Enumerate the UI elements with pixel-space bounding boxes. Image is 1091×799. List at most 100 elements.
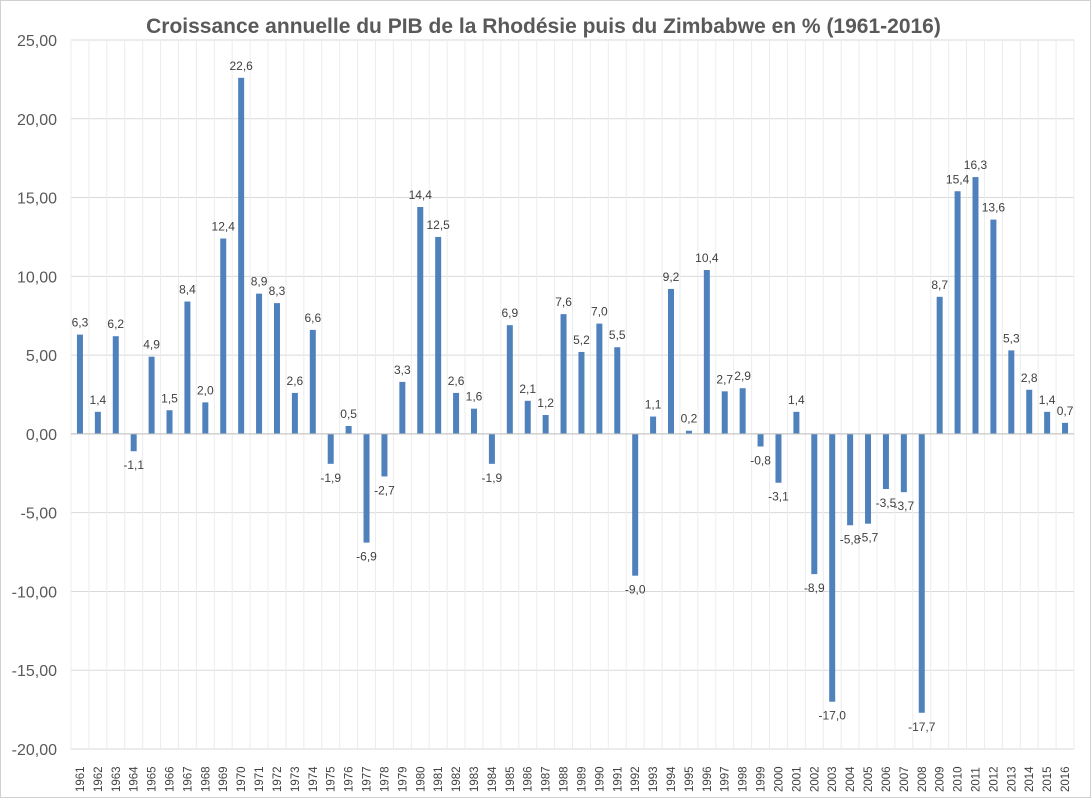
data-label: 6,9	[501, 306, 518, 320]
y-tick-label: 25,00	[17, 33, 57, 50]
data-label: 2,1	[519, 382, 536, 396]
data-label: 16,3	[964, 158, 988, 172]
x-tick-label: 1976	[344, 766, 356, 792]
bar	[220, 238, 227, 434]
data-label: 8,3	[269, 284, 286, 298]
bar	[614, 347, 621, 434]
data-label: -5,7	[858, 531, 879, 545]
bar	[865, 433, 872, 524]
data-label: 1,6	[466, 390, 483, 404]
x-tick-label: 1977	[362, 766, 374, 792]
x-tick-label: 1991	[612, 766, 624, 792]
x-tick-label: 1993	[648, 766, 660, 792]
bar	[470, 408, 477, 434]
x-tick-label: 2000	[773, 766, 785, 792]
data-label: 6,3	[72, 316, 89, 330]
bar	[488, 433, 495, 464]
x-tick-label: 2013	[1006, 766, 1018, 792]
x-tick-label: 2010	[953, 766, 965, 792]
bar	[721, 391, 728, 434]
data-label: 4,9	[143, 338, 160, 352]
y-tick-label: 10,00	[17, 269, 57, 286]
data-label: 2,6	[287, 374, 304, 388]
data-label: 0,5	[340, 407, 357, 421]
bar	[650, 416, 657, 434]
bar	[166, 410, 173, 434]
bar	[739, 388, 746, 434]
y-tick-label: -5,00	[21, 506, 58, 523]
bar	[148, 356, 155, 434]
bar	[990, 219, 997, 434]
x-tick-label: 1974	[308, 766, 320, 792]
x-tick-label: 1967	[182, 766, 194, 792]
y-tick-label: 5,00	[26, 348, 57, 365]
x-tick-label: 1968	[200, 766, 212, 792]
y-tick-label: -10,00	[12, 584, 57, 601]
data-labels: 6,3 1,4 6,2 -1,1 4,9 1,5 8,4 2,0 12,4 22,6 8,98,3 2…	[72, 59, 1074, 734]
data-label: 9,2	[663, 270, 680, 284]
bar	[202, 402, 209, 434]
x-tick-label: 1984	[487, 766, 499, 792]
data-label: -0,8	[750, 453, 771, 467]
y-tick-label: -15,00	[12, 663, 57, 680]
x-tick-label: 1971	[254, 766, 266, 792]
bar	[1008, 350, 1015, 434]
x-tick-label: 1963	[111, 766, 123, 792]
data-label: 2,9	[734, 369, 751, 383]
x-tick-label: 1966	[165, 766, 177, 792]
bar	[184, 301, 191, 434]
x-tick-label: 1973	[290, 766, 302, 792]
bar	[793, 411, 800, 434]
data-label: 10,4	[695, 251, 719, 265]
x-tick-label: 1987	[541, 766, 553, 792]
y-tick-label: 15,00	[17, 191, 57, 208]
data-label: -5,8	[840, 532, 861, 546]
bar	[238, 77, 245, 434]
data-label: -1,1	[123, 458, 144, 472]
x-tick-label: 2001	[791, 766, 803, 792]
x-tick-label: 2004	[845, 766, 857, 792]
data-label: 6,6	[304, 311, 321, 325]
bar	[936, 296, 943, 434]
data-label: 5,2	[573, 333, 590, 347]
x-tick-label: 1983	[469, 766, 481, 792]
bar	[1026, 389, 1033, 434]
bar	[882, 433, 889, 490]
bar	[453, 392, 460, 434]
x-tick-label: 1998	[738, 766, 750, 792]
bars	[76, 77, 1069, 713]
data-label: -17,7	[908, 720, 936, 734]
x-tick-label: 1989	[576, 766, 588, 792]
x-tick-label: 1981	[433, 766, 445, 792]
data-label: 8,4	[179, 283, 196, 297]
data-label: -6,9	[356, 550, 377, 564]
bar	[811, 433, 818, 575]
x-tick-label: 2015	[1042, 766, 1054, 792]
bar	[560, 314, 567, 434]
x-tick-label: 1975	[326, 766, 338, 792]
bar	[435, 236, 442, 434]
bar	[399, 381, 406, 434]
y-tick-label: -20,00	[12, 742, 57, 759]
x-tick-label: 1997	[720, 766, 732, 792]
data-label: 7,0	[591, 305, 608, 319]
data-label: 1,5	[161, 391, 178, 405]
x-tick-label: 1992	[630, 766, 642, 792]
x-tick-label: 1986	[523, 766, 535, 792]
bar	[954, 191, 961, 434]
x-tick-label: 2005	[863, 766, 875, 792]
x-tick-label: 1965	[147, 766, 159, 792]
y-tick-label: 0,00	[26, 427, 57, 444]
bar	[757, 433, 764, 447]
x-axis-ticks: 1961 1962 1963 1964 1965 1966 1967 1968 1969 1970…	[75, 766, 1072, 792]
bar	[847, 433, 854, 526]
data-label: -1,9	[320, 471, 341, 485]
data-label: 1,4	[90, 393, 107, 407]
bar	[345, 426, 352, 434]
bar	[130, 433, 137, 452]
y-axis-ticks: -20,00 -15,00 -10,00 -5,00 0,00 5,00 10,00 15,0…	[12, 33, 57, 759]
x-tick-label: 1985	[505, 766, 517, 792]
x-tick-label: 2009	[935, 766, 947, 792]
bar	[668, 288, 675, 434]
